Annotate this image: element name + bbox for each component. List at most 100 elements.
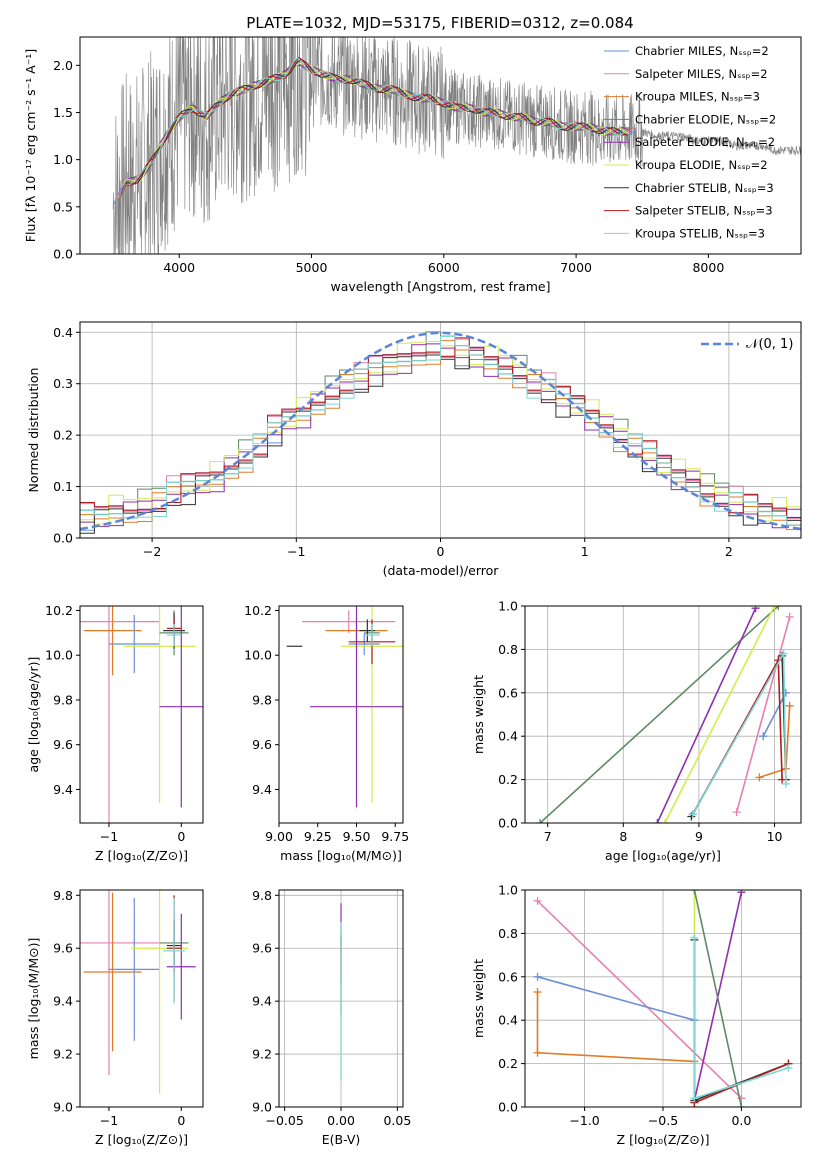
y-tick-label: 2.0 [53, 58, 73, 73]
panel-residuals: 𝒩(0, 1) −2 −1 0 1 2 0.0 0.1 0.2 0.3 0.4 (data-model… [26, 321, 802, 578]
y-tick-label: 9.6 [252, 941, 272, 956]
weight-line [735, 616, 791, 813]
y-tick-label: 9.4 [53, 782, 73, 797]
y-tick-label: 9.2 [53, 1047, 73, 1062]
panel-mass-vs-ebv: −0.05 0.00 0.05 9.0 9.2 9.4 9.6 9.8 E(B-V) [252, 888, 411, 1147]
legend-label: Salpeter MILES, Nₛₛₚ=2 [635, 67, 768, 81]
y-axis-label: mass [log₁₀(M/M⊙)] [26, 938, 41, 1060]
y-tick-label: 0.0 [498, 816, 518, 831]
axes-frame [79, 36, 802, 255]
point-marker [533, 987, 542, 996]
point-marker [759, 732, 768, 741]
weight-line [693, 890, 743, 1107]
model-line [122, 62, 630, 187]
x-tick-label: 9.25 [304, 829, 332, 844]
y-tick-label: 9.0 [53, 1100, 73, 1115]
weight-line [539, 606, 779, 823]
point-marker [755, 773, 764, 782]
y-axis-label: Normed distribution [26, 368, 41, 493]
y-tick-label: 10.2 [244, 603, 272, 618]
y-tick-label: 0.0 [53, 531, 73, 546]
legend-label: Chabrier MILES, Nₛₛₚ=2 [635, 44, 769, 58]
x-tick-label: 0 [177, 1113, 185, 1128]
x-tick-label: 7 [544, 829, 552, 844]
point-marker [737, 1103, 746, 1107]
x-tick-label: 10 [767, 829, 783, 844]
y-tick-label: 9.6 [53, 941, 73, 956]
point-marker [690, 933, 699, 942]
y-tick-label: 10.0 [244, 648, 272, 663]
point-marker [737, 890, 746, 897]
y-tick-label: 9.8 [53, 692, 73, 707]
y-axis-label: Flux [fλ 10⁻¹⁷ erg cm⁻² s⁻¹ A⁻¹] [23, 49, 38, 242]
y-tick-label: 0.6 [498, 685, 518, 700]
y-axis-label: mass weight [471, 959, 486, 1038]
plot-area-mass-vs-ebv [279, 890, 403, 1107]
legend-label: Salpeter STELIB, Nₛₛₚ=3 [635, 204, 773, 218]
point-marker [690, 890, 699, 894]
y-tick-label: 10.2 [45, 603, 73, 618]
y-tick-label: 9.4 [252, 782, 272, 797]
panel-age-vs-mass: 9.00 9.25 9.50 9.75 9.4 9.6 9.8 10.0 10.2 mass [l… [244, 603, 409, 863]
x-tick-label: 0.0 [731, 1113, 751, 1128]
axes-frame [79, 605, 204, 824]
histogram-series [80, 335, 801, 526]
x-axis-label: E(B-V) [322, 1132, 361, 1147]
point-marker [690, 1094, 699, 1103]
point-marker [751, 606, 760, 613]
y-tick-label: 1.0 [498, 883, 518, 898]
y-tick-label: 0.5 [53, 199, 73, 214]
y-tick-label: 1.5 [53, 105, 73, 120]
y-tick-label: 0.6 [498, 969, 518, 984]
plot-area-residuals [80, 322, 801, 538]
y-tick-label: 9.6 [53, 737, 73, 752]
y-tick-label: 0.1 [53, 479, 73, 494]
point-marker [660, 819, 669, 823]
legend-label: Kroupa ELODIE, Nₛₛₚ=2 [635, 158, 768, 172]
point-marker [533, 972, 542, 981]
y-tick-label: 10.0 [45, 648, 73, 663]
plot-area-mass-vs-Z [80, 890, 196, 1094]
y-tick-label: 9.4 [252, 994, 272, 1009]
legend-label: Chabrier ELODIE, Nₛₛₚ=2 [635, 112, 776, 126]
x-tick-label: 9.75 [381, 829, 409, 844]
y-tick-label: 9.8 [252, 692, 272, 707]
point-marker [785, 701, 794, 710]
y-axis-label: mass weight [471, 675, 486, 754]
x-axis-label: wavelength [Angstrom, rest frame] [330, 279, 550, 294]
point-marker [770, 606, 779, 610]
y-tick-label: 9.4 [53, 994, 73, 1009]
x-tick-label: −2 [143, 544, 161, 559]
y-axis-label: age [log₁₀(age/yr)] [26, 657, 41, 773]
panel-weight-vs-age: 7 8 9 10 0.0 0.2 0.4 0.6 0.8 1.0 age [log₁₀(age/yr… [471, 599, 802, 863]
x-tick-label: −0.5 [648, 1113, 678, 1128]
x-axis-label: (data-model)/error [383, 563, 500, 578]
y-tick-label: 0.4 [498, 1013, 518, 1028]
x-tick-label: 9 [695, 829, 703, 844]
x-axis-label: Z [log₁₀(Z/Z⊙)] [95, 848, 188, 863]
y-tick-label: 9.0 [252, 1100, 272, 1115]
y-tick-label: 9.8 [252, 888, 272, 903]
plots: Chabrier MILES, Nₛₛₚ=2 Salpeter MILES, Nₛ… [23, 36, 802, 1147]
point-marker [688, 810, 697, 819]
x-tick-label: 8 [619, 829, 627, 844]
point-marker [785, 612, 794, 621]
x-axis-label: age [log₁₀(age/yr)] [605, 848, 721, 863]
y-tick-label: 0.4 [498, 729, 518, 744]
weight-line [656, 607, 757, 823]
point-marker [784, 1063, 793, 1072]
x-tick-label: 0.05 [383, 1113, 411, 1128]
plot-area-age-vs-Z [80, 606, 203, 823]
legend-label: Salpeter ELODIE, Nₛₛₚ=2 [635, 135, 775, 149]
x-tick-label: 8000 [692, 260, 724, 275]
y-tick-label: 1.0 [53, 152, 73, 167]
plot-area-age-vs-mass [286, 606, 403, 808]
legend-label: Kroupa STELIB, Nₛₛₚ=3 [635, 226, 765, 240]
legend-label: 𝒩(0, 1) [746, 337, 793, 352]
point-marker [533, 1048, 542, 1057]
weight-line [762, 692, 787, 737]
y-tick-label: 0.2 [53, 428, 73, 443]
x-tick-label: 0 [177, 829, 185, 844]
y-tick-label: 0.2 [498, 1056, 518, 1071]
